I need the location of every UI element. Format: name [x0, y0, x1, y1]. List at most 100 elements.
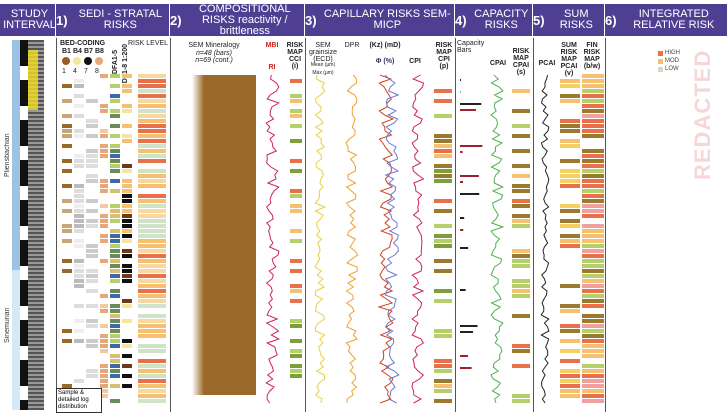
risk-band	[110, 314, 120, 318]
risk-band	[582, 89, 604, 93]
risk-band	[582, 264, 604, 268]
risk-band	[74, 259, 84, 263]
cpi-risk-map-label: RISK MAP CPI (p)	[435, 42, 453, 70]
risk-band	[434, 364, 452, 368]
risk-band	[560, 389, 580, 393]
risk-band	[74, 209, 84, 213]
risk-band	[74, 194, 84, 198]
lithology-log	[28, 40, 44, 410]
risk-band	[290, 124, 302, 128]
risk-band	[110, 109, 120, 113]
risk-band	[138, 184, 166, 188]
risk-band	[122, 214, 132, 218]
risk-band	[74, 214, 84, 218]
risk-band	[290, 229, 302, 233]
risk-band	[138, 284, 166, 288]
risk-band	[86, 369, 98, 373]
risk-band	[582, 154, 604, 158]
risk-band	[560, 124, 580, 128]
risk-band	[110, 279, 120, 283]
risk-band	[122, 339, 132, 343]
risk-band	[434, 289, 452, 293]
risk-band	[122, 104, 132, 108]
risk-band	[122, 199, 132, 203]
risk-band	[110, 304, 120, 308]
risk-band	[560, 169, 580, 173]
risk-band	[138, 304, 166, 308]
risk-band	[110, 374, 120, 378]
risk-band	[86, 319, 98, 323]
risk-band	[86, 304, 98, 308]
risk-column	[122, 74, 132, 410]
risk-band	[122, 134, 132, 138]
risk-band	[138, 249, 166, 253]
risk-band	[122, 184, 132, 188]
bed-code-dot	[95, 57, 103, 65]
risk-band	[110, 239, 120, 243]
risk-band	[560, 329, 580, 333]
bed-code-dot	[62, 57, 70, 65]
risk-band	[62, 224, 72, 228]
section-header-2: 2) COMPOSITIONAL RISKS reactivity / britt…	[170, 3, 305, 36]
dpr-label: DPR	[344, 42, 360, 49]
risk-band	[110, 329, 120, 333]
risk-band	[74, 189, 84, 193]
zone-bar	[20, 40, 28, 410]
mbi-label: MBI	[265, 42, 279, 49]
risk-band	[74, 79, 84, 83]
risk-band	[138, 384, 166, 388]
risk-band	[74, 229, 84, 233]
risk-band	[138, 279, 166, 283]
risk-band	[110, 219, 120, 223]
risk-band	[86, 124, 98, 128]
risk-band	[138, 129, 166, 133]
risk-band	[434, 239, 452, 243]
risk-band	[62, 169, 72, 173]
sample-callout: Sample & detailed log distribution	[56, 388, 102, 413]
risk-band	[110, 229, 120, 233]
risk-band	[560, 359, 580, 363]
legend-item: HIGH	[658, 50, 680, 56]
risk-band	[86, 269, 98, 273]
risk-band	[110, 294, 120, 298]
risk-band	[74, 204, 84, 208]
risk-band	[138, 369, 166, 373]
risk-band	[62, 184, 72, 188]
risk-band	[512, 264, 530, 268]
risk-band	[512, 184, 530, 188]
risk-band	[434, 169, 452, 173]
risk-band	[582, 374, 604, 378]
risk-band	[138, 104, 166, 108]
risk-band	[512, 89, 530, 93]
risk-band	[62, 239, 72, 243]
risk-band	[62, 144, 72, 148]
section-number: 6)	[605, 12, 617, 28]
risk-band	[74, 379, 84, 383]
risk-band	[100, 304, 108, 308]
legend-swatch	[658, 66, 663, 72]
fin-risk-map-label: FIN RISK MAP (b/w)	[583, 42, 601, 70]
risk-band	[110, 339, 120, 343]
risk-band	[290, 159, 302, 163]
risk-band	[122, 224, 132, 228]
risk-band	[582, 344, 604, 348]
risk-band	[582, 94, 604, 98]
risk-band	[74, 84, 84, 88]
risk-band	[138, 119, 166, 123]
section-title: SUM RISKS	[559, 8, 593, 31]
risk-column	[434, 74, 452, 410]
risk-band	[74, 94, 84, 98]
risk-band	[110, 364, 120, 368]
risk-band	[560, 159, 580, 163]
risk-band	[86, 274, 98, 278]
risk-band	[110, 99, 120, 103]
risk-band	[560, 119, 580, 123]
risk-band	[138, 139, 166, 143]
risk-band	[582, 229, 604, 233]
risk-band	[582, 364, 604, 368]
risk-band	[560, 309, 580, 313]
risk-band	[582, 109, 604, 113]
risk-band	[86, 159, 98, 163]
risk-band	[74, 264, 84, 268]
risk-band	[290, 94, 302, 98]
